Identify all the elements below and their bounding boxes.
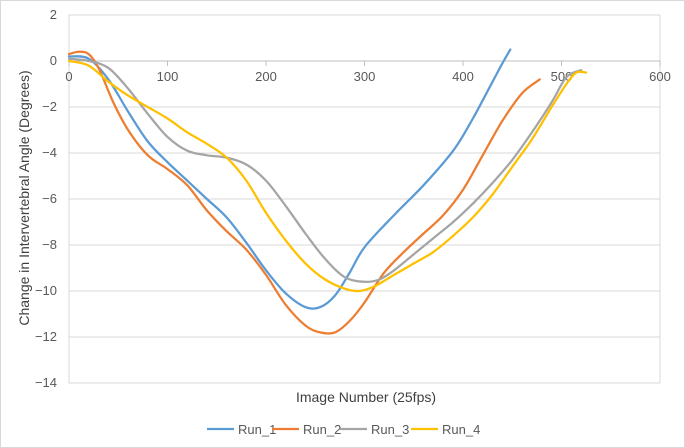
x-tick-labels: 0 100 200 300 400 500 600 bbox=[65, 69, 670, 84]
legend-label: Run_4 bbox=[442, 422, 480, 437]
series-line-run-3 bbox=[67, 57, 583, 284]
x-axis bbox=[68, 60, 661, 66]
series-line-run-1 bbox=[67, 48, 512, 310]
legend-item: Run_2 bbox=[272, 422, 341, 437]
y-tick-label: −4 bbox=[42, 145, 57, 160]
x-tick-label: 100 bbox=[157, 69, 179, 84]
legend-item: Run_3 bbox=[340, 422, 409, 437]
legend: Run_1 Run_2 Run_3 Run_4 bbox=[207, 422, 480, 437]
y-tick-label: 2 bbox=[50, 7, 57, 22]
series-lines bbox=[67, 48, 588, 335]
y-tick-labels: 2 0 −2 −4 −6 −8 −10 −12 −14 bbox=[35, 7, 57, 390]
series-line-run-4 bbox=[67, 59, 588, 293]
y-tick-label: −10 bbox=[35, 283, 57, 298]
x-tick-label: 500 bbox=[551, 69, 573, 84]
y-tick-label: −6 bbox=[42, 191, 57, 206]
x-tick-label: 600 bbox=[649, 69, 671, 84]
y-tick-label: −8 bbox=[42, 237, 57, 252]
y-tick-label: 0 bbox=[50, 53, 57, 68]
legend-label: Run_2 bbox=[303, 422, 341, 437]
x-axis-title: Image Number (25fps) bbox=[296, 389, 436, 405]
x-tick-label: 300 bbox=[354, 69, 376, 84]
legend-label: Run_3 bbox=[371, 422, 409, 437]
y-tick-label: −14 bbox=[35, 375, 57, 390]
x-tick-label: 200 bbox=[255, 69, 277, 84]
legend-item: Run_1 bbox=[207, 422, 276, 437]
y-tick-label: −12 bbox=[35, 329, 57, 344]
y-axis-title: Change in Intervertebral Angle (Degrees) bbox=[16, 70, 32, 325]
x-tick-label: 400 bbox=[452, 69, 474, 84]
series-line-run-2 bbox=[67, 50, 541, 335]
legend-label: Run_1 bbox=[238, 422, 276, 437]
legend-item: Run_4 bbox=[411, 422, 480, 437]
y-tick-label: −2 bbox=[42, 99, 57, 114]
x-tick-label: 0 bbox=[65, 69, 72, 84]
